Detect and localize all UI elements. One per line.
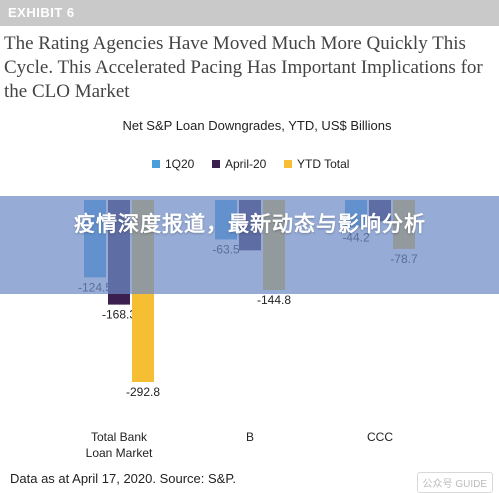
data-label: -292.8	[126, 385, 160, 399]
category-label: Total Bank Loan Market	[86, 430, 153, 460]
overlay-banner: 疫情深度报道，最新动态与影响分析	[0, 196, 499, 294]
legend-swatch	[284, 160, 292, 168]
overlay-headline: 疫情深度报道，最新动态与影响分析	[74, 212, 426, 236]
category-label: CCC	[367, 430, 393, 444]
legend-label: April-20	[225, 157, 267, 171]
category-label: B	[246, 430, 254, 444]
exhibit-title: The Rating Agencies Have Moved Much More…	[4, 33, 483, 102]
legend-swatch	[212, 160, 220, 168]
legend-label: YTD Total	[297, 157, 349, 171]
data-label: -144.8	[257, 293, 291, 307]
data-label: -168.3	[102, 308, 136, 322]
chart-title: Net S&P Loan Downgrades, YTD, US$ Billio…	[122, 118, 392, 133]
legend-swatch	[152, 160, 160, 168]
source-note: Data as at April 17, 2020. Source: S&P.	[10, 471, 236, 486]
watermark: 公众号 GUIDE	[416, 472, 493, 493]
exhibit-label: EXHIBIT 6	[8, 5, 75, 20]
legend-label: 1Q20	[165, 157, 195, 171]
exhibit-header-bar: EXHIBIT 6	[0, 0, 499, 26]
